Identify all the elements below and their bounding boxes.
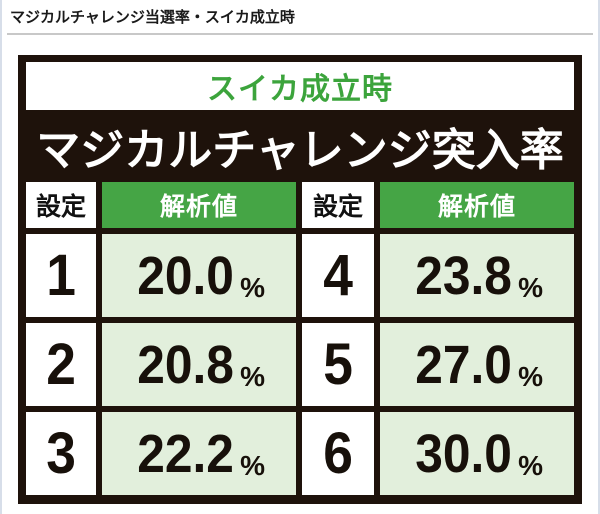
setting-cell-6: 6 [302,412,374,495]
header-setting-right: 設定 [302,182,374,228]
header-value-right: 解析値 [380,182,574,228]
percent-sign: % [518,450,543,481]
setting-number-6: 6 [323,420,353,486]
value-number-5: 27.0 [415,334,512,395]
page-right-edge-line [598,0,600,514]
setting-cell-5: 5 [302,323,374,406]
setting-cell-3: 3 [26,412,96,495]
setting-number-1: 1 [46,242,76,308]
value-cell-6: 30.0% [380,412,574,495]
setting-cell-4: 4 [302,234,374,317]
subtitle-text: スイカ成立時 [207,73,393,106]
value-cell-1: 20.0% [102,234,296,317]
setting-number-2: 2 [46,331,76,397]
percent-sign: % [240,272,265,303]
page-heading: マジカルチャレンジ当選率・スイカ成立時 [10,9,295,26]
setting-cell-1: 1 [26,234,96,317]
percent-sign: % [240,361,265,392]
value-cell-4: 23.8% [380,234,574,317]
setting-number-3: 3 [46,420,76,486]
spec-grid: 設定 解析値 設定 解析値 1 20.0% 4 23.8% 2 20.8% 5 … [26,182,574,495]
setting-cell-2: 2 [26,323,96,406]
heading-divider [7,33,593,35]
spec-table-board: スイカ成立時 マジカルチャレンジ突入率 設定 解析値 設定 解析値 1 20.0… [18,55,582,504]
value-cell-2: 20.8% [102,323,296,406]
subtitle-box: スイカ成立時 [26,62,574,110]
percent-sign: % [240,450,265,481]
setting-number-5: 5 [323,331,353,397]
page-left-edge-line [0,0,2,514]
header-setting-left: 設定 [26,182,96,228]
value-number-1: 20.0 [137,245,234,306]
percent-sign: % [518,361,543,392]
value-cell-5: 27.0% [380,323,574,406]
value-number-2: 20.8 [137,334,234,395]
value-number-3: 22.2 [137,423,234,484]
table-title: マジカルチャレンジ突入率 [36,126,564,175]
percent-sign: % [518,272,543,303]
value-number-4: 23.8 [415,245,512,306]
value-number-6: 30.0 [415,423,512,484]
setting-number-4: 4 [323,242,353,308]
value-cell-3: 22.2% [102,412,296,495]
header-value-left: 解析値 [102,182,296,228]
